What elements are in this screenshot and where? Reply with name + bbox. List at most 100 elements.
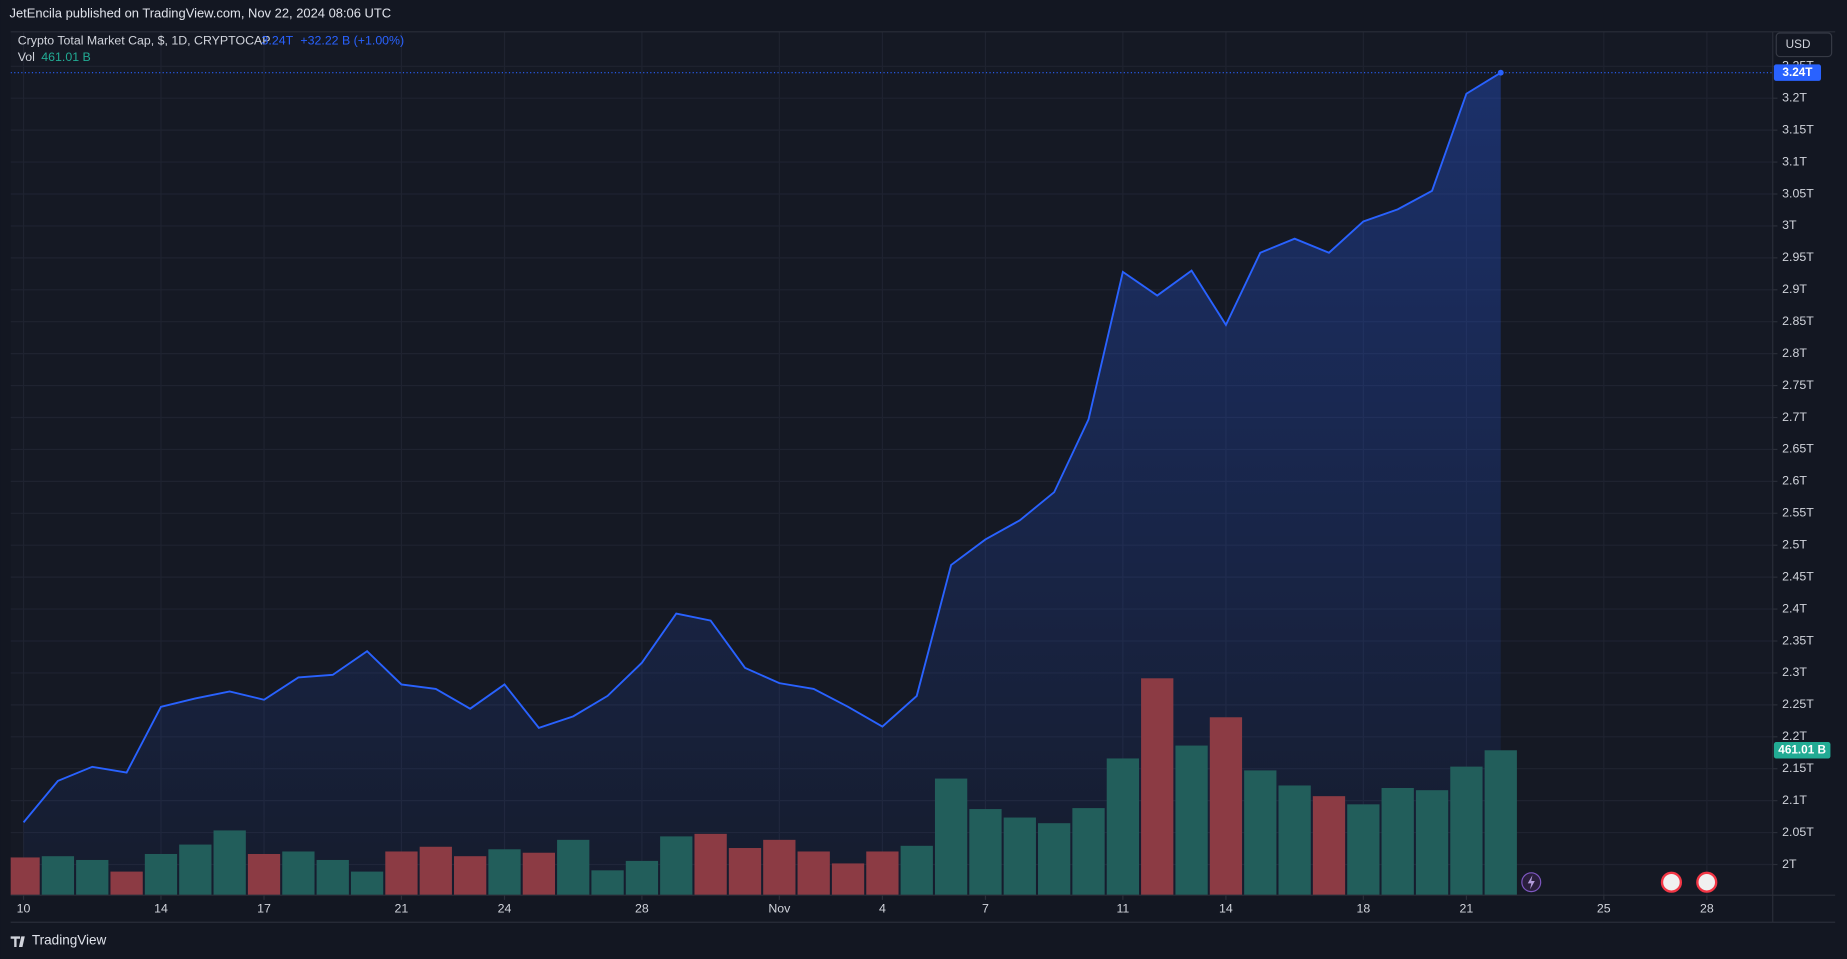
x-tick-label: 7	[982, 902, 989, 916]
y-tick-label: 2.2T	[1782, 729, 1807, 743]
price-line	[22, 71, 1502, 823]
volume-bar	[1106, 758, 1140, 896]
y-tick-label: 3T	[1782, 218, 1797, 232]
y-tick-label: 2.95T	[1782, 250, 1814, 264]
price-label-box	[1773, 64, 1822, 81]
legend-vol: Vol	[18, 50, 35, 64]
x-tick-label: 21	[395, 902, 409, 916]
x-tick-label: 28	[1700, 902, 1714, 916]
volume-bar	[316, 859, 349, 896]
legend-vol-last: 461.01 B	[41, 50, 90, 64]
volume-bar	[660, 836, 693, 896]
volume-bar	[1278, 785, 1311, 896]
y-tick-label: 2.9T	[1782, 282, 1807, 296]
volume-bar	[1038, 823, 1071, 896]
volume-bar	[1141, 678, 1174, 896]
y-tick-label: 2.85T	[1782, 314, 1814, 328]
price-label: 3.24T	[1782, 66, 1813, 79]
volume-bar	[454, 856, 487, 896]
legend-symbol: Crypto Total Market Cap, $, 1D, CRYPTOCA…	[18, 33, 271, 47]
volume-bar	[350, 871, 384, 896]
volume-bar	[522, 852, 556, 896]
volume-bar	[110, 871, 143, 896]
volume-bar	[969, 809, 1002, 896]
last-point	[1497, 69, 1504, 76]
x-tick-label: 11	[1116, 902, 1129, 916]
currency-button[interactable]	[1775, 32, 1833, 58]
flag-icon[interactable]	[1696, 871, 1718, 893]
y-tick-label: 2.45T	[1782, 569, 1814, 583]
volume-label: 461.01 B	[1778, 743, 1826, 756]
volume-bar	[900, 845, 933, 896]
y-tick-label: 2.75T	[1782, 378, 1814, 392]
volume-bar	[866, 851, 899, 896]
y-tick-label: 2.65T	[1782, 442, 1814, 456]
volume-bar	[419, 846, 452, 896]
volume-bar	[797, 851, 830, 896]
volume-bar	[247, 853, 281, 896]
volume-bar	[1244, 770, 1277, 896]
y-tick-label: 2.25T	[1782, 697, 1814, 711]
volume-bar	[213, 830, 246, 896]
y-tick-label: 3.15T	[1782, 122, 1814, 136]
y-tick-label: 2.55T	[1782, 506, 1814, 520]
volume-bar	[1003, 817, 1036, 896]
volume-bar	[144, 853, 178, 896]
x-tick-label: 21	[1460, 902, 1474, 916]
volume-bar	[831, 863, 865, 896]
volume-bar	[488, 849, 521, 896]
x-tick-label: Nov	[768, 902, 791, 916]
legend-change: +32.22 B (+1.00%)	[300, 33, 404, 47]
y-tick-label: 2.3T	[1782, 665, 1807, 679]
x-tick-label: 25	[1597, 902, 1611, 916]
volume-bar	[1450, 766, 1483, 896]
header: JetEncila published on TradingView.com, …	[9, 6, 391, 21]
y-tick-label: 3.1T	[1782, 154, 1807, 168]
volume-bar	[591, 870, 624, 896]
volume-bar	[763, 839, 796, 896]
volume-bar	[694, 833, 727, 896]
y-tick-label: 2T	[1782, 857, 1797, 871]
x-tick-label: 14	[154, 902, 168, 916]
volume-bar	[1381, 787, 1414, 896]
marks	[10, 69, 1773, 896]
x-tick-label: 24	[498, 902, 512, 916]
y-tick-label: 2.4T	[1782, 601, 1807, 615]
x-tick-label: 4	[879, 902, 886, 916]
volume-bar	[76, 859, 109, 896]
volume-bar	[728, 848, 762, 896]
y-tick-label: 2.8T	[1782, 346, 1807, 360]
volume-bar	[1347, 804, 1380, 896]
x-tick-label: 17	[257, 902, 271, 916]
volume-bar	[385, 851, 418, 896]
y-tick-label: 2.6T	[1782, 474, 1807, 488]
y-tick-label: 2.05T	[1782, 825, 1814, 839]
y-tick-label: 2.1T	[1782, 793, 1807, 807]
event-icon-bolt	[1527, 875, 1535, 890]
y-tick-label: 2.5T	[1782, 537, 1807, 551]
legend-last: 3.24T	[262, 33, 294, 47]
x-tick-label: 18	[1356, 902, 1370, 916]
volume-bar	[41, 856, 75, 896]
y-tick-label: 2.7T	[1782, 410, 1807, 424]
volume-bar	[179, 844, 212, 896]
x-tick-label: 14	[1219, 902, 1233, 916]
volume-bar	[1484, 750, 1517, 896]
volume-label-box	[1773, 742, 1831, 759]
volume-bar	[1175, 745, 1208, 896]
axes: 2T 2.05T 2.1T 2.15T 2.2T 2.25T 2.3T 2.35T 2.4T 2.…	[17, 59, 1831, 916]
volume-bar	[934, 778, 968, 896]
volume-bar	[1312, 796, 1346, 896]
y-tick-label: 2.15T	[1782, 761, 1814, 775]
x-tick-label: 10	[17, 902, 31, 916]
volume-bar	[1415, 790, 1449, 896]
volume-bar	[625, 860, 659, 896]
flag-icon[interactable]	[1660, 871, 1683, 893]
volume-bar	[10, 857, 40, 896]
currency[interactable]: USD	[1786, 38, 1811, 51]
footer: TradingView	[32, 933, 107, 948]
volume-bar	[282, 851, 315, 896]
y-tick-label: 2.35T	[1782, 633, 1814, 647]
